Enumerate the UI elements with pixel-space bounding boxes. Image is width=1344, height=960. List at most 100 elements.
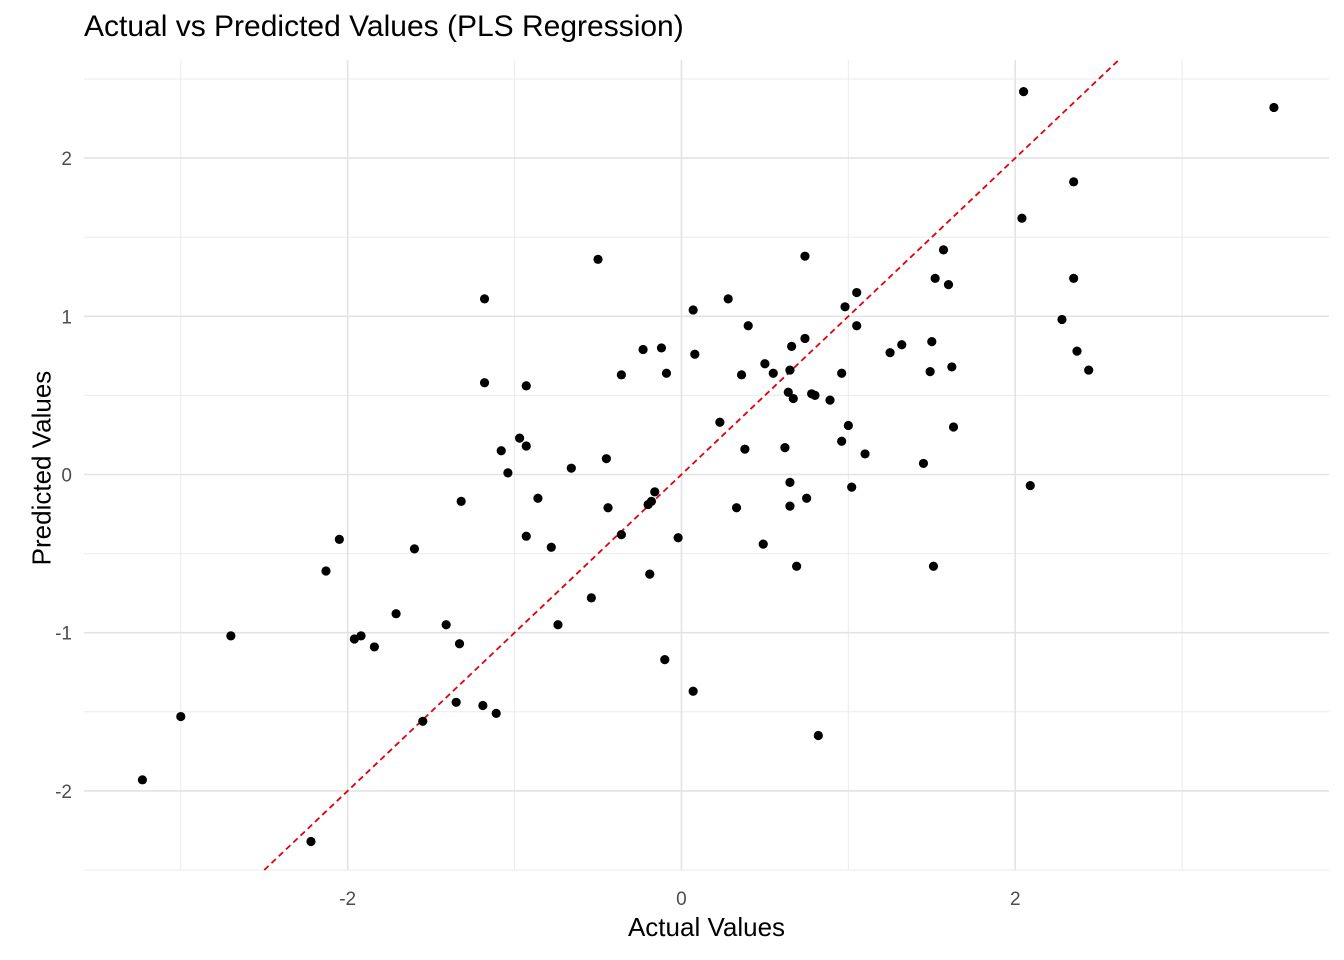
data-point: [843, 420, 853, 431]
data-point: [715, 417, 725, 427]
data-point: [688, 305, 698, 315]
identity-reference-line: [263, 59, 1120, 871]
data-point: [947, 362, 957, 372]
data-point: [391, 609, 401, 619]
y-tick-label: -1: [55, 624, 72, 645]
data-point: [792, 561, 802, 571]
data-point: [847, 482, 857, 492]
data-point: [491, 708, 501, 718]
y-axis-ticks: -2 -1 0 1 2: [55, 149, 72, 803]
data-point: [226, 631, 236, 641]
data-point: [723, 294, 733, 304]
data-point: [137, 775, 148, 785]
data-point: [441, 620, 451, 630]
data-points: [137, 87, 1279, 847]
data-point: [586, 593, 596, 603]
data-point: [787, 341, 797, 351]
data-point: [496, 446, 506, 456]
data-point: [860, 449, 870, 459]
data-point: [1025, 480, 1035, 491]
data-point: [334, 534, 344, 544]
data-point: [1017, 213, 1027, 223]
data-point: [321, 566, 331, 576]
data-point: [1084, 365, 1094, 375]
data-point: [943, 280, 954, 290]
x-tick-label: 0: [676, 889, 687, 910]
data-point: [656, 343, 667, 353]
y-tick-label: 2: [61, 149, 72, 170]
data-point: [1057, 314, 1067, 325]
data-point: [783, 387, 793, 397]
data-point: [409, 544, 420, 554]
data-point: [454, 639, 465, 649]
data-point: [661, 368, 672, 378]
data-point: [566, 463, 576, 473]
data-point: [673, 533, 683, 543]
data-point: [533, 493, 543, 503]
y-tick-label: 0: [61, 465, 72, 486]
data-point: [885, 348, 895, 358]
data-point: [813, 730, 823, 741]
data-point: [593, 254, 603, 264]
data-point: [638, 344, 648, 355]
data-point: [743, 321, 753, 331]
data-point: [176, 711, 186, 722]
data-point: [897, 340, 907, 350]
data-point: [478, 700, 488, 711]
major-gridlines: [84, 60, 1329, 870]
data-point: [418, 716, 428, 726]
data-point: [800, 333, 810, 344]
data-point: [1069, 273, 1079, 283]
data-point: [1069, 177, 1079, 187]
data-point: [306, 836, 316, 847]
data-point: [479, 294, 490, 304]
x-tick-label: -2: [339, 889, 356, 910]
data-point: [456, 496, 466, 506]
data-point: [768, 368, 778, 378]
data-point: [852, 321, 862, 331]
data-point: [645, 569, 655, 579]
data-point: [788, 393, 798, 404]
x-axis-ticks: -2 0 2: [339, 889, 1020, 910]
data-point: [930, 273, 940, 283]
data-point: [837, 368, 847, 378]
chart-title: Actual vs Predicted Values (PLS Regressi…: [84, 10, 684, 43]
data-point: [616, 530, 626, 540]
data-point: [690, 349, 700, 359]
data-point: [837, 436, 847, 446]
data-point: [758, 539, 768, 549]
data-point: [802, 493, 812, 503]
data-point: [369, 642, 379, 652]
data-point: [800, 251, 810, 261]
data-point: [736, 370, 747, 380]
data-point: [740, 444, 750, 454]
identity-line-group: [263, 59, 1120, 871]
data-point: [731, 503, 742, 513]
data-point: [927, 337, 937, 347]
data-point: [928, 561, 939, 571]
data-point: [918, 458, 929, 469]
data-point: [825, 395, 835, 405]
data-point: [601, 454, 611, 464]
data-point: [479, 378, 490, 388]
data-point: [451, 697, 461, 707]
data-point: [785, 477, 795, 488]
data-point: [948, 422, 959, 432]
data-point: [1269, 102, 1279, 113]
x-axis-label: Actual Values: [627, 912, 786, 942]
data-point: [553, 620, 563, 630]
data-point: [521, 381, 531, 391]
data-point: [650, 487, 660, 497]
data-point: [810, 390, 820, 400]
data-point: [514, 433, 525, 443]
data-point: [938, 245, 949, 255]
x-tick-label: 2: [1010, 889, 1021, 910]
y-tick-label: 1: [61, 307, 72, 328]
minor-gridlines: [84, 60, 1329, 871]
data-point: [660, 654, 670, 665]
data-point: [521, 531, 531, 541]
data-point: [785, 365, 795, 375]
data-point: [925, 367, 935, 377]
data-point: [852, 287, 862, 298]
